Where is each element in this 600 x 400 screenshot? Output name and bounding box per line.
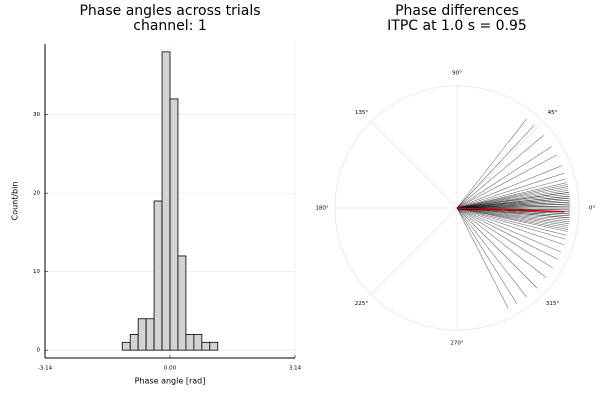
x-axis-label: Phase angle [rad] <box>135 377 206 386</box>
x-tick-label: 0.00 <box>164 366 177 372</box>
phase-line <box>456 125 535 209</box>
grid-line <box>456 121 544 209</box>
phase-line <box>456 207 569 225</box>
x-tick-label: -3.14 <box>38 366 53 372</box>
phase-line <box>456 154 557 209</box>
phase-line <box>456 207 562 253</box>
theta-tick-label: 270° <box>450 341 463 347</box>
phase-line <box>456 197 570 209</box>
phase-line <box>456 207 547 278</box>
y-tick-label: 20 <box>33 191 40 197</box>
y-axis-label: Count/bin <box>11 182 20 221</box>
phase-line <box>456 199 570 209</box>
phase-line <box>456 207 567 236</box>
bar <box>201 341 211 351</box>
phase-line <box>456 207 518 304</box>
phase-line <box>456 207 566 240</box>
phase-line <box>456 182 568 209</box>
theta-tick-label: 90° <box>452 71 462 77</box>
phase-line <box>456 193 570 209</box>
bar <box>153 200 163 351</box>
grid-line <box>370 121 458 209</box>
bar <box>121 341 131 351</box>
phase-line <box>456 184 568 209</box>
phase-line <box>456 207 570 223</box>
phase-line <box>456 146 552 209</box>
theta-tick-label: 135° <box>355 110 368 116</box>
phase-line <box>456 207 570 219</box>
phase-line <box>456 207 568 232</box>
phase-line <box>456 195 570 209</box>
phase-line <box>456 207 568 230</box>
bar <box>129 334 139 351</box>
bar <box>137 318 147 351</box>
x-tick-label: 3.14 <box>289 366 302 372</box>
chart-subtitle: channel: 1 <box>133 18 206 34</box>
phase-line <box>456 207 538 289</box>
bar <box>145 318 155 351</box>
phase-line <box>456 205 570 209</box>
phase-line <box>456 191 569 209</box>
bar <box>193 334 203 351</box>
theta-tick-label: 180° <box>315 206 328 212</box>
phase-line <box>456 207 558 260</box>
grid-line <box>370 207 458 295</box>
phase-line <box>456 207 564 246</box>
theta-tick-label: 45° <box>548 110 558 116</box>
y-tick-label: 30 <box>33 112 40 118</box>
phase-line <box>456 165 562 209</box>
phase-line <box>456 186 568 209</box>
bar <box>169 98 179 351</box>
phase-line <box>456 203 570 209</box>
bar <box>177 255 187 351</box>
theta-tick-label: 315° <box>546 301 559 307</box>
y-tick-label: 10 <box>33 269 40 275</box>
phase-line <box>456 207 570 221</box>
phase-line <box>456 207 527 298</box>
phase-line <box>456 190 569 209</box>
phase-line <box>456 207 569 226</box>
chart-title: Phase differences <box>395 3 519 19</box>
theta-tick-label: 0° <box>589 206 595 212</box>
chart-title: Phase angles across trials <box>79 3 260 19</box>
bar <box>209 341 219 351</box>
phase-line <box>456 207 569 228</box>
bar <box>185 334 195 351</box>
phase-line <box>456 135 544 209</box>
phase-line <box>456 188 569 209</box>
phase-line <box>456 178 567 209</box>
phase-line <box>456 118 527 209</box>
phase-line <box>456 201 570 209</box>
phase-line <box>456 207 553 269</box>
resultant-vector <box>456 207 565 213</box>
theta-tick-label: 225° <box>355 301 368 307</box>
phase-line <box>456 172 565 209</box>
y-tick-label: 0 <box>37 348 41 354</box>
phase-line <box>456 207 509 309</box>
bar <box>161 51 171 351</box>
chart-subtitle: ITPC at 1.0 s = 0.95 <box>387 18 527 34</box>
